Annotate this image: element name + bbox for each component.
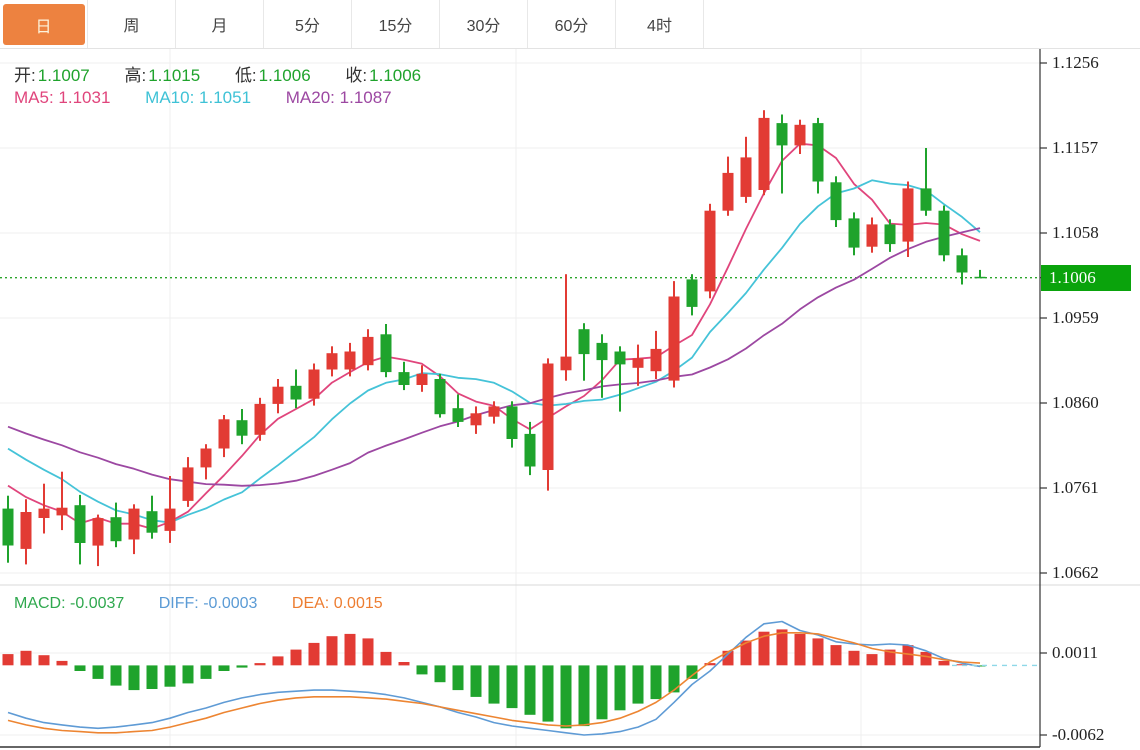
interval-tab-bar: 日 周 月 5分 15分 30分 60分 4时 (0, 0, 1140, 49)
price-tick: 1.0959 (1052, 308, 1099, 327)
ma-legend: MA5: 1.1031 MA10: 1.1051 MA20: 1.1087 (14, 88, 422, 108)
macd-tick: -0.0062 (1052, 725, 1105, 744)
dea-readout: DEA: 0.0015 (291, 595, 383, 612)
ohlc-legend: 开: 1.1007 高: 1.1015 低: 1.1006 收: 1.1006 (14, 61, 451, 86)
ma20-readout: MA20: 1.1087 (285, 88, 392, 107)
price-tick: 1.0860 (1052, 393, 1099, 412)
tab-5min[interactable]: 5分 (264, 0, 352, 48)
price-tick: 1.1157 (1052, 138, 1099, 157)
macd-legend: MACD: -0.0037 DIFF: -0.0003 DEA: 0.0015 (14, 595, 413, 613)
macd-tick: 0.0011 (1052, 643, 1099, 662)
price-tick: 1.0761 (1052, 478, 1099, 497)
close-readout: 收: 1.1006 (345, 66, 422, 85)
tab-4hour[interactable]: 4时 (616, 0, 704, 48)
tab-15min[interactable]: 15分 (352, 0, 440, 48)
price-tick: 1.1058 (1052, 223, 1099, 242)
low-readout: 低: 1.1006 (234, 66, 311, 85)
high-readout: 高: 1.1015 (124, 66, 201, 85)
tab-60min[interactable]: 60分 (528, 0, 616, 48)
ma10-readout: MA10: 1.1051 (145, 88, 252, 107)
price-tick: 1.1256 (1052, 53, 1099, 72)
last-price-badge: 1.1006 (1041, 265, 1131, 291)
open-readout: 开: 1.1007 (14, 66, 90, 85)
ma5-readout: MA5: 1.1031 (14, 88, 111, 107)
macd-readout: MACD: -0.0037 (14, 595, 125, 612)
tab-monthly[interactable]: 月 (176, 0, 264, 48)
tab-30min[interactable]: 30分 (440, 0, 528, 48)
tab-weekly[interactable]: 周 (88, 0, 176, 48)
diff-readout: DIFF: -0.0003 (158, 595, 258, 612)
price-tick: 1.0662 (1052, 563, 1099, 582)
tab-daily[interactable]: 日 (0, 0, 88, 48)
